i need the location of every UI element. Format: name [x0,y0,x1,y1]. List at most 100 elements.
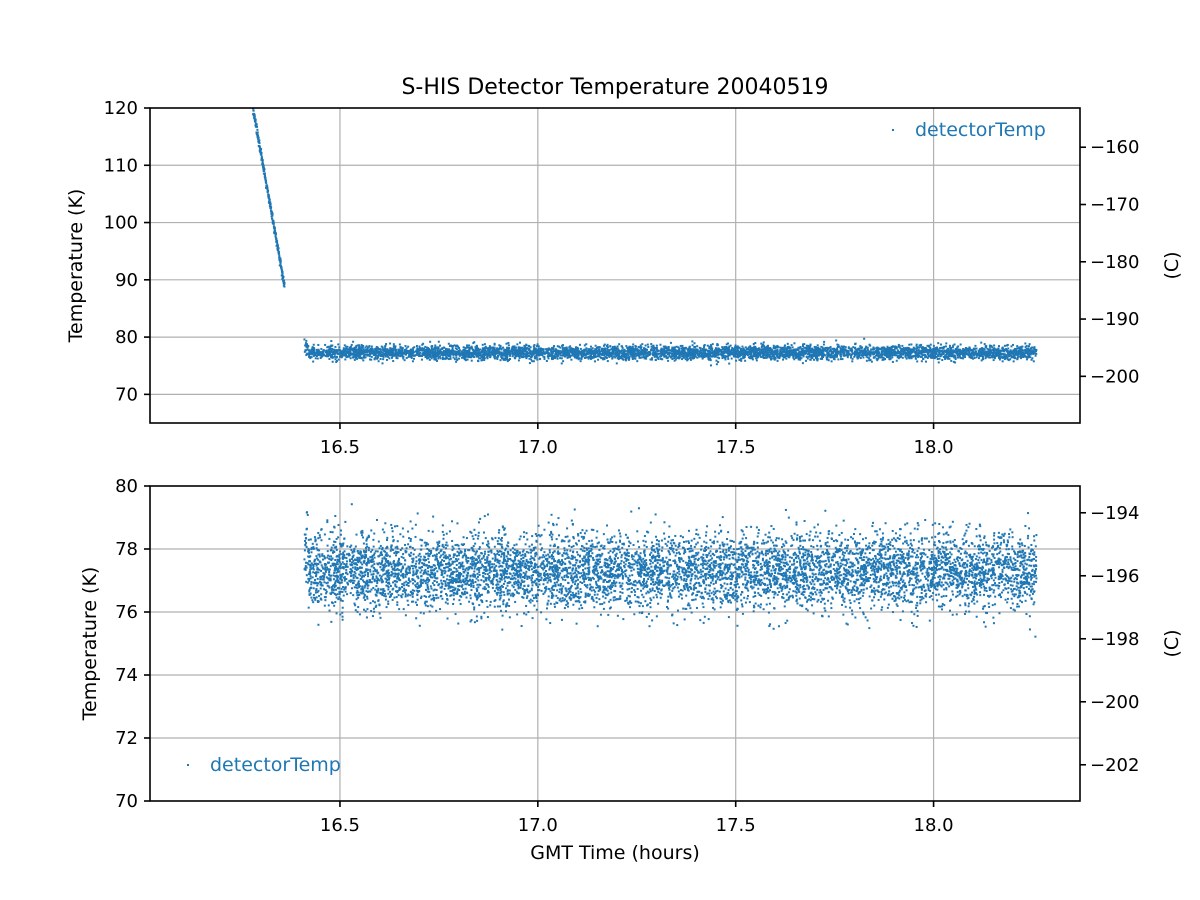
data-point [556,345,559,348]
data-point [854,342,857,345]
data-point [345,355,348,358]
data-point [944,354,947,357]
data-point [475,348,478,351]
data-point [325,355,328,358]
data-point [792,356,795,359]
data-point [426,354,429,357]
data-point [645,352,648,355]
data-point [730,350,733,353]
data-point [538,357,541,360]
data-point [514,347,517,350]
data-point [268,198,271,201]
data-point [657,352,660,355]
data-point [656,355,659,358]
data-point [408,351,411,354]
data-point [702,349,705,352]
data-point [750,352,753,355]
data-point [993,357,996,360]
data-point [585,349,588,352]
data-point [376,354,379,357]
data-point [875,357,878,360]
data-point [1032,360,1035,363]
data-point [466,355,469,358]
data-point [594,348,597,351]
data-point [569,354,572,357]
data-point [530,358,533,361]
data-point [701,347,704,350]
data-point [320,347,323,350]
data-point [839,347,842,350]
data-point [547,355,550,358]
data-point [272,223,275,226]
data-point [769,347,772,350]
data-point [931,356,934,359]
data-point [401,347,404,350]
data-point [437,355,440,358]
data-point [615,348,618,351]
data-point [631,356,634,359]
data-point [338,346,341,349]
data-point [272,220,275,223]
data-point [953,343,956,346]
data-point [535,356,538,359]
data-point [716,350,719,353]
data-point [431,354,434,357]
data-point [525,350,528,353]
data-point [776,356,779,359]
data-point [952,360,955,363]
data-point [420,354,423,357]
data-point [742,354,745,357]
data-point [899,352,902,355]
data-point [521,355,524,358]
data-point [926,353,929,356]
data-point [607,354,610,357]
data-point [520,346,523,349]
data-point [534,351,537,354]
data-point [283,285,286,288]
data-point [754,348,757,351]
data-point [591,351,594,354]
data-point [406,351,409,354]
data-point [464,359,467,362]
data-point [872,351,875,354]
data-point [451,347,454,350]
data-point [591,352,594,355]
data-point [751,358,754,361]
data-point [551,350,554,353]
data-point [596,355,599,358]
data-point [923,346,926,349]
data-point [1009,358,1012,361]
data-point [984,346,987,349]
data-point [895,359,898,362]
data-point [937,353,940,356]
data-point [743,356,746,359]
data-point [837,345,840,348]
data-point [277,247,280,250]
data-point [775,351,778,354]
data-point [479,354,482,357]
data-point [923,353,926,356]
data-point [650,358,653,361]
data-point [919,345,922,348]
data-point [832,347,835,350]
data-point [861,354,864,357]
data-point [776,346,779,349]
data-point [799,358,802,361]
data-point [514,356,517,359]
data-point [324,350,327,353]
data-point [903,348,906,351]
data-point [830,360,833,363]
data-point [489,348,492,351]
data-point [362,359,365,362]
data-point [500,351,503,354]
data-point [543,357,546,360]
data-point [695,352,698,355]
data-point [755,359,758,362]
data-point [747,356,750,359]
data-point [770,355,773,358]
data-point [355,345,358,348]
data-point [851,357,854,360]
data-point [603,354,606,357]
data-point [749,345,752,348]
data-point [577,351,580,354]
